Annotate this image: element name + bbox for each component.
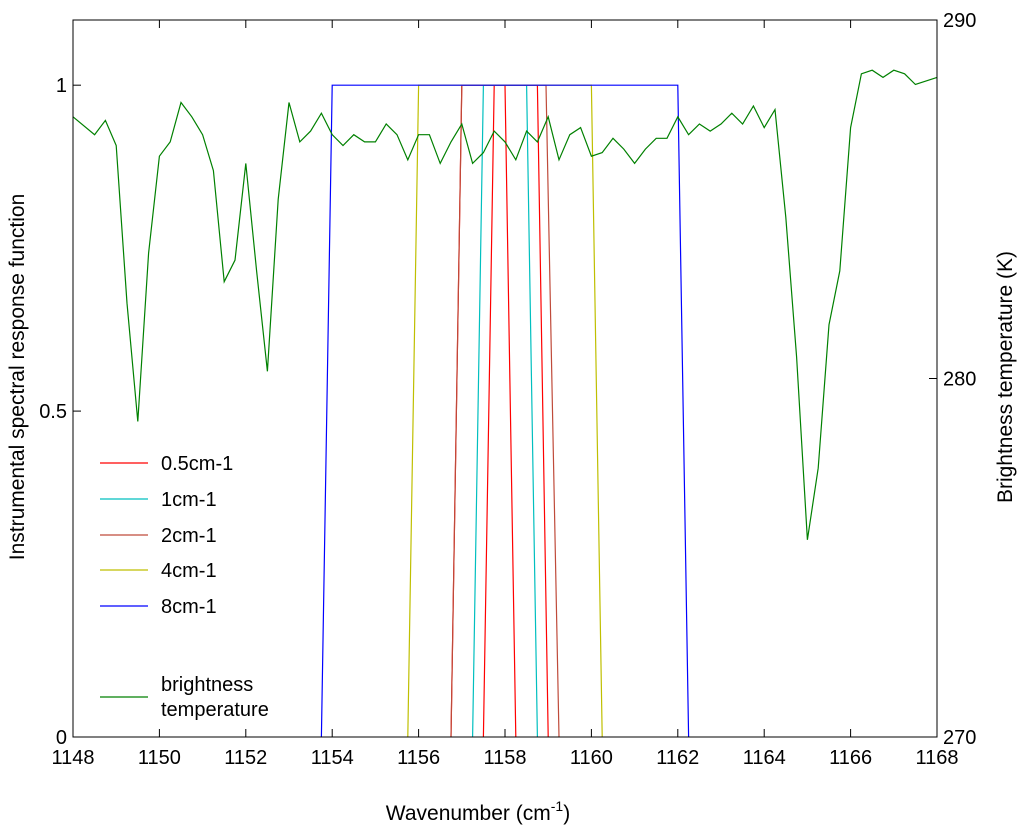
legend-label-3: 4cm-1 xyxy=(161,560,217,582)
legend-label-2: 2cm-1 xyxy=(161,525,217,547)
x-tick-label: 1148 xyxy=(51,747,94,769)
left-y-tick-label: 0 xyxy=(56,727,67,749)
right-y-tick-label: 270 xyxy=(943,727,976,749)
x-tick-label: 1152 xyxy=(224,747,267,769)
series-5-line xyxy=(72,69,938,540)
x-tick-label: 1150 xyxy=(138,747,181,769)
x-tick-label: 1168 xyxy=(915,747,958,769)
legend-label-brightness-temperature: temperature xyxy=(161,699,269,721)
legend-label-brightness-temperature: brightness xyxy=(161,674,253,696)
x-tick-label: 1166 xyxy=(829,747,872,769)
right-y-tick-label: 280 xyxy=(943,369,976,391)
tick-layer: 1148 1150 1152 1154 1156 1158 1160 1162 1164 1166… xyxy=(39,10,976,769)
series-4-line xyxy=(320,84,690,738)
left-y-tick-label: 0.5 xyxy=(39,401,67,423)
right-y-tick-label: 290 xyxy=(943,10,976,32)
series-0-line-b xyxy=(482,84,549,738)
legend-label-4: 8cm-1 xyxy=(161,596,217,618)
x-tick-label: 1154 xyxy=(311,747,354,769)
plot-area-frame xyxy=(72,19,938,738)
x-axis-label: Wavenumber (cm-1) xyxy=(386,798,570,825)
series-3-line xyxy=(407,84,603,738)
left-y-tick-label: 1 xyxy=(56,75,67,97)
legend-label-0: 0.5cm-1 xyxy=(161,453,233,475)
left-y-axis-label: Instrumental spectral response function xyxy=(6,194,29,561)
x-tick-label: 1156 xyxy=(397,747,440,769)
x-tick-label: 1158 xyxy=(483,747,526,769)
legend: 0.5cm-1 1cm-1 2cm-1 4cm-1 8cm-1 brightness tem… xyxy=(100,453,269,721)
x-tick-label: 1160 xyxy=(570,747,613,769)
series-1-line xyxy=(472,84,538,738)
series-layer xyxy=(72,69,938,738)
right-y-axis-label: Brightness temperature (K) xyxy=(994,251,1017,503)
x-tick-label: 1162 xyxy=(656,747,699,769)
legend-label-1: 1cm-1 xyxy=(161,489,217,511)
x-tick-label: 1164 xyxy=(743,747,786,769)
